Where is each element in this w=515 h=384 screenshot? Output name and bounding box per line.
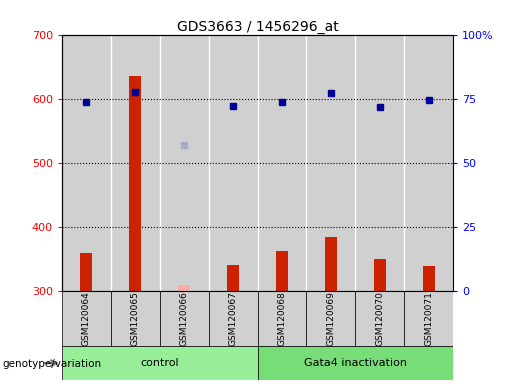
Text: genotype/variation: genotype/variation bbox=[3, 359, 101, 369]
Text: GSM120064: GSM120064 bbox=[82, 291, 91, 346]
Bar bbox=[62, 346, 258, 380]
Bar bbox=[209, 35, 258, 291]
Bar bbox=[404, 35, 453, 291]
Bar bbox=[62, 291, 111, 346]
Text: GSM120065: GSM120065 bbox=[131, 291, 140, 346]
Bar bbox=[80, 253, 92, 291]
Bar bbox=[355, 35, 404, 291]
Text: Gata4 inactivation: Gata4 inactivation bbox=[304, 358, 407, 368]
Bar bbox=[306, 291, 355, 346]
Text: GSM120071: GSM120071 bbox=[424, 291, 433, 346]
Title: GDS3663 / 1456296_at: GDS3663 / 1456296_at bbox=[177, 20, 338, 33]
Bar bbox=[227, 265, 239, 291]
Bar bbox=[62, 35, 111, 291]
Bar bbox=[258, 35, 306, 291]
Bar bbox=[404, 291, 453, 346]
Text: control: control bbox=[140, 358, 179, 368]
Bar bbox=[209, 291, 258, 346]
Bar bbox=[129, 76, 141, 291]
Bar bbox=[306, 35, 355, 291]
Bar bbox=[111, 35, 160, 291]
Bar bbox=[258, 346, 453, 380]
Bar bbox=[276, 251, 288, 291]
Bar bbox=[374, 258, 386, 291]
Text: GSM120067: GSM120067 bbox=[229, 291, 237, 346]
Text: GSM120069: GSM120069 bbox=[327, 291, 335, 346]
Text: GSM120068: GSM120068 bbox=[278, 291, 286, 346]
Bar bbox=[178, 285, 190, 291]
Bar bbox=[423, 266, 435, 291]
Bar bbox=[111, 291, 160, 346]
Bar bbox=[325, 237, 337, 291]
Bar bbox=[355, 291, 404, 346]
Text: GSM120066: GSM120066 bbox=[180, 291, 188, 346]
Bar bbox=[160, 291, 209, 346]
Bar bbox=[258, 291, 306, 346]
Text: GSM120070: GSM120070 bbox=[375, 291, 384, 346]
Bar bbox=[160, 35, 209, 291]
